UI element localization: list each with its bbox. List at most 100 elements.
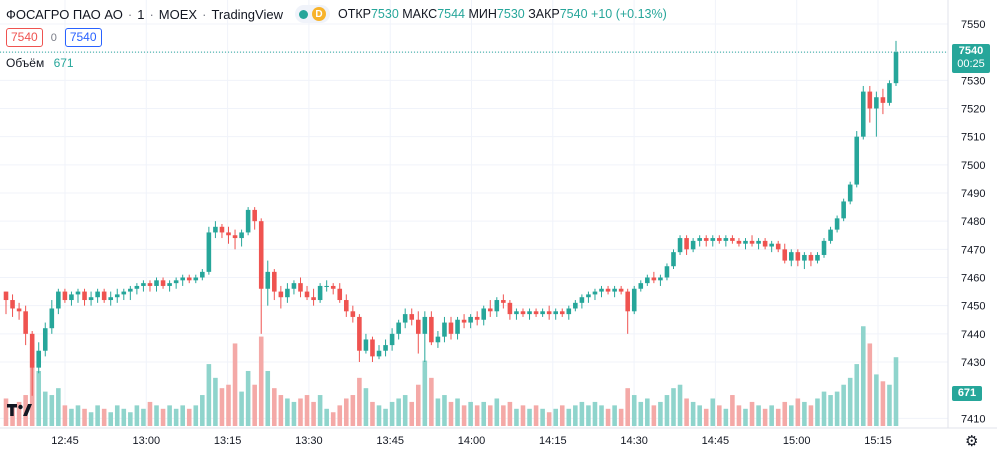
close-label: ЗАКР bbox=[528, 7, 560, 21]
source-label: TradingView bbox=[211, 6, 283, 22]
candle-body bbox=[703, 238, 709, 241]
high-label: МАКС bbox=[402, 7, 438, 21]
candle-body bbox=[664, 266, 670, 278]
volume-bar bbox=[435, 398, 441, 426]
candle-body bbox=[638, 283, 644, 289]
candle-body bbox=[566, 308, 572, 315]
volume-bar bbox=[337, 405, 343, 426]
candle-body bbox=[730, 238, 735, 241]
candle-body bbox=[821, 240, 827, 255]
volume-legend[interactable]: Объём 671 bbox=[6, 56, 74, 70]
market-status-badge[interactable]: D bbox=[294, 5, 330, 23]
volume-bar bbox=[193, 405, 199, 426]
volume-bar bbox=[703, 408, 709, 426]
candle-body bbox=[62, 291, 68, 301]
volume-bar bbox=[743, 408, 748, 426]
tradingview-logo[interactable] bbox=[6, 400, 34, 420]
candle-body bbox=[481, 308, 487, 320]
volume-bar bbox=[265, 370, 271, 426]
candle-body bbox=[402, 314, 408, 323]
candle-body bbox=[206, 232, 212, 272]
candle-body bbox=[128, 288, 133, 292]
candle-body bbox=[298, 283, 303, 292]
volume-bar bbox=[147, 401, 153, 426]
symbol-legend[interactable]: ФОСАГРО ПАО АО · 1 · MOEX · TradingView … bbox=[6, 5, 667, 23]
candle-body bbox=[625, 291, 630, 312]
volume-bar bbox=[383, 408, 388, 426]
volume-bar bbox=[756, 405, 761, 426]
interval-label: 1 bbox=[137, 6, 145, 22]
candle-body bbox=[75, 291, 81, 295]
volume-bar bbox=[134, 405, 140, 426]
volume-bar bbox=[311, 401, 316, 426]
volume-bar bbox=[429, 377, 434, 426]
volume-bar bbox=[802, 401, 807, 426]
candle-body bbox=[239, 232, 244, 239]
volume-bar bbox=[3, 398, 9, 426]
volume-bar bbox=[317, 395, 323, 426]
time-tick-label: 13:00 bbox=[133, 435, 161, 447]
volume-bar bbox=[42, 391, 48, 426]
buy-price-button[interactable]: 7540 bbox=[64, 28, 102, 47]
volume-bar bbox=[834, 391, 840, 426]
candle-body bbox=[42, 328, 48, 351]
candle-body bbox=[226, 232, 231, 236]
candle-body bbox=[847, 184, 853, 202]
sell-price-button[interactable]: 7540 bbox=[6, 28, 43, 47]
candle-body bbox=[841, 201, 846, 219]
volume-bar bbox=[396, 398, 401, 426]
candle-body bbox=[586, 294, 591, 298]
candle-body bbox=[802, 254, 807, 261]
candle-body bbox=[147, 283, 153, 286]
trade-buttons: 7540 0 7540 bbox=[6, 28, 102, 47]
candle-body bbox=[330, 285, 336, 289]
bar-countdown: 00:25 bbox=[957, 58, 985, 70]
volume-bar bbox=[664, 395, 670, 426]
volume-bar bbox=[291, 401, 297, 426]
volume-bar bbox=[749, 401, 755, 426]
candle-body bbox=[186, 277, 192, 281]
candle-body bbox=[82, 291, 87, 301]
candle-body bbox=[815, 254, 820, 261]
candle-body bbox=[10, 300, 15, 309]
volume-bar bbox=[468, 401, 473, 426]
symbol-name[interactable]: ФОСАГРО ПАО АО bbox=[6, 6, 123, 22]
time-tick-label: 14:15 bbox=[539, 435, 567, 447]
volume-bar bbox=[180, 405, 185, 426]
candle-body bbox=[592, 291, 598, 295]
volume-bar bbox=[245, 370, 251, 426]
candle-body bbox=[887, 83, 892, 103]
volume-bar bbox=[586, 405, 591, 426]
price-tick-label: 7490 bbox=[961, 188, 985, 200]
volume-bar bbox=[540, 408, 545, 426]
candle-body bbox=[134, 285, 140, 289]
volume-bar bbox=[304, 395, 310, 426]
volume-bar bbox=[154, 405, 159, 426]
chart-grid bbox=[0, 0, 948, 428]
volume-bar bbox=[173, 408, 179, 426]
time-axis[interactable]: 12:45 13:00 13:15 13:30 13:45 14:00 14:15 14:30… bbox=[51, 435, 892, 447]
volume-bar bbox=[344, 398, 349, 426]
volume-bar bbox=[239, 391, 244, 426]
price-axis[interactable]: 7550 7540 7530 7520 7510 7500 7490 7480 7470 7460… bbox=[961, 19, 985, 425]
candle-body bbox=[501, 300, 506, 303]
price-tick-label: 7440 bbox=[961, 329, 985, 341]
candle-body bbox=[56, 291, 61, 309]
volume-bar bbox=[232, 343, 238, 426]
settings-gear-icon[interactable]: ⚙ bbox=[965, 433, 979, 450]
volume-bar bbox=[88, 412, 94, 426]
candle-body bbox=[612, 288, 617, 292]
candle-body bbox=[782, 249, 788, 261]
candle-body bbox=[540, 311, 545, 315]
volume-bar bbox=[415, 384, 421, 426]
exchange-label: MOEX bbox=[158, 6, 198, 22]
candle-body bbox=[808, 254, 814, 261]
candle-body bbox=[311, 297, 316, 301]
volume-bar bbox=[200, 395, 205, 426]
last-price-value: 7540 bbox=[958, 45, 984, 57]
candle-body bbox=[553, 311, 558, 315]
candle-body bbox=[252, 209, 257, 222]
last-price-label: 7540 00:25 bbox=[952, 44, 990, 73]
volume-bar bbox=[350, 395, 356, 426]
